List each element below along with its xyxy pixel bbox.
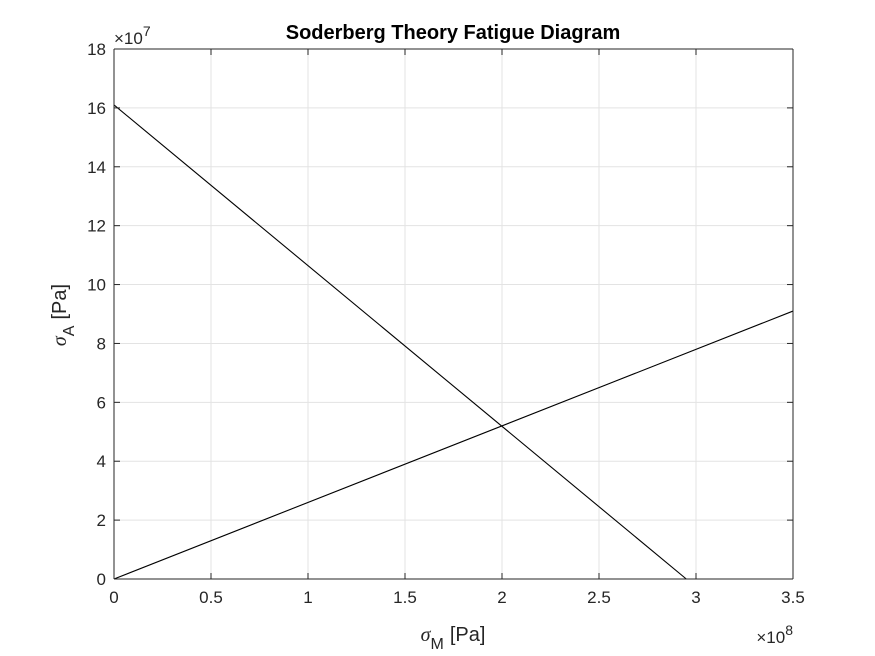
plot-area bbox=[114, 49, 793, 579]
y-tick-label: 12 bbox=[87, 217, 106, 236]
y-tick-label: 0 bbox=[97, 570, 106, 589]
y-multiplier-power: 7 bbox=[143, 23, 151, 39]
x-tick-label: 1 bbox=[303, 588, 312, 607]
x-axis-multiplier: ×108 bbox=[756, 622, 793, 647]
x-axis-unit: [Pa] bbox=[450, 624, 486, 646]
x-tick-label: 3.5 bbox=[781, 588, 805, 607]
x-tick-label: 0.5 bbox=[199, 588, 223, 607]
y-axis-symbol: σ bbox=[49, 335, 71, 346]
y-tick-label: 14 bbox=[87, 158, 106, 177]
chart-title: Soderberg Theory Fatigue Diagram bbox=[286, 22, 621, 44]
y-multiplier-prefix: ×10 bbox=[114, 29, 143, 48]
y-axis-label: σA [Pa] bbox=[49, 284, 78, 346]
y-tick-label: 10 bbox=[87, 276, 106, 295]
y-tick-label: 16 bbox=[87, 99, 106, 118]
x-axis-symbol: σ bbox=[421, 624, 432, 646]
axes bbox=[113, 48, 794, 580]
grid bbox=[113, 48, 794, 580]
x-tick-label: 0 bbox=[109, 588, 118, 607]
x-tick-label: 2 bbox=[497, 588, 506, 607]
x-ticks: 0 0.5 1 1.5 2 2.5 3 3.5 bbox=[109, 49, 805, 607]
y-tick-label: 6 bbox=[97, 393, 106, 412]
y-tick-label: 18 bbox=[87, 40, 106, 59]
series-line-2 bbox=[113, 310, 794, 580]
series-layer bbox=[113, 104, 794, 580]
y-axis-multiplier: ×107 bbox=[114, 23, 151, 48]
x-tick-label: 2.5 bbox=[587, 588, 611, 607]
x-multiplier-prefix: ×10 bbox=[756, 628, 785, 647]
y-ticks: 0 2 4 6 8 10 12 14 16 18 bbox=[87, 40, 793, 589]
x-tick-label: 1.5 bbox=[393, 588, 417, 607]
x-multiplier-power: 8 bbox=[785, 622, 793, 638]
series-line-1 bbox=[113, 104, 687, 580]
x-tick-label: 3 bbox=[691, 588, 700, 607]
y-tick-label: 4 bbox=[97, 452, 106, 471]
x-axis-subscript: M bbox=[430, 636, 443, 653]
y-tick-label: 8 bbox=[97, 334, 106, 353]
y-axis-subscript: A bbox=[61, 325, 78, 336]
x-axis-label: σM [Pa] bbox=[421, 624, 486, 653]
y-tick-label: 2 bbox=[97, 511, 106, 530]
y-axis-unit: [Pa] bbox=[49, 284, 71, 320]
